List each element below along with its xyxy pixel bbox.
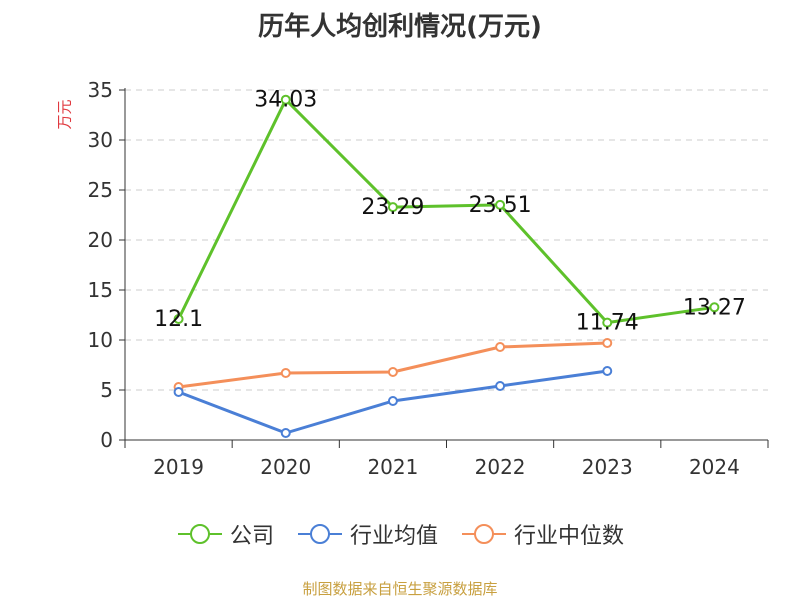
data-point — [387, 396, 398, 406]
data-label: 11.74 — [576, 311, 639, 336]
legend: 公司 行业均值 行业中位数 — [0, 518, 800, 550]
data-point — [602, 338, 613, 348]
data-point — [709, 302, 720, 313]
data-label: 23.29 — [361, 195, 424, 220]
legend-item-company[interactable]: 公司 — [176, 518, 274, 550]
data-point — [387, 367, 398, 377]
legend-marker-industry-median — [462, 524, 506, 544]
legend-label-company: 公司 — [229, 524, 274, 549]
data-label: 12.1 — [154, 307, 203, 332]
data-point — [602, 366, 613, 376]
legend-label-industry-avg: 行业均值 — [349, 524, 438, 549]
data-point — [173, 387, 184, 397]
y-tick-label: 25 — [88, 178, 113, 202]
data-source-note: 制图数据来自恒生聚源数据库 — [302, 580, 498, 598]
data-point — [173, 314, 184, 324]
y-tick-label: 30 — [88, 128, 113, 152]
y-tick-label: 10 — [88, 328, 113, 352]
data-point — [387, 202, 398, 213]
y-tick-label: 20 — [88, 228, 113, 252]
data-point — [280, 368, 291, 378]
legend-label-industry-median: 行业中位数 — [514, 524, 625, 549]
data-point — [495, 199, 506, 210]
y-tick-label: 0 — [100, 428, 113, 452]
data-label: 13.27 — [683, 295, 746, 320]
legend-item-industry-avg[interactable]: 行业均值 — [296, 518, 438, 550]
series-line-company — [177, 98, 715, 325]
x-tick-label: 2019 — [153, 455, 204, 479]
data-point — [495, 342, 506, 352]
legend-marker-company — [177, 524, 222, 544]
y-tick-label: 5 — [100, 378, 113, 402]
legend-marker-industry-avg — [297, 524, 342, 544]
data-point — [280, 428, 291, 438]
chart-title: 历年人均创利情况(万元) — [258, 12, 542, 42]
data-label: 23.51 — [469, 193, 532, 218]
x-tick-label: 2022 — [475, 455, 526, 479]
data-label: 34.03 — [254, 88, 317, 113]
x-tick-label: 2024 — [689, 455, 740, 479]
data-point — [280, 94, 291, 105]
x-tick-label: 2023 — [582, 455, 633, 479]
data-point — [495, 381, 506, 391]
y-tick-label: 35 — [88, 78, 113, 102]
data-point — [602, 317, 613, 328]
x-tick-label: 2020 — [260, 455, 311, 479]
x-tick-label: 2021 — [367, 455, 418, 479]
legend-item-industry-median[interactable]: 行业中位数 — [460, 518, 624, 550]
y-tick-label: 15 — [88, 278, 113, 302]
